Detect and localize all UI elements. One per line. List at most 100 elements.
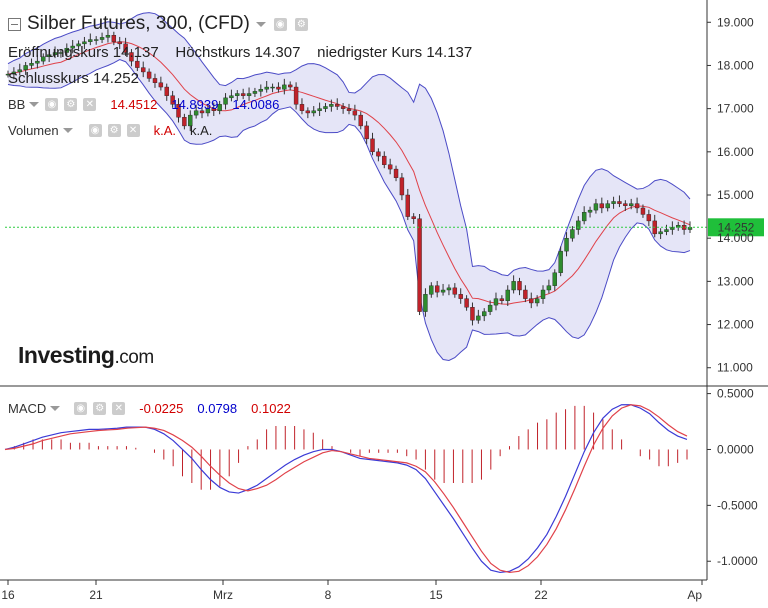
- candle-body: [529, 298, 534, 304]
- volume-value-2: k.A.: [190, 123, 213, 138]
- candle-body: [376, 151, 381, 157]
- candle-body: [17, 69, 22, 73]
- candle-body: [340, 106, 346, 109]
- candle-body: [534, 298, 540, 304]
- x-tick-label: 22: [534, 588, 548, 602]
- candle-body: [170, 95, 175, 105]
- gear-icon[interactable]: ⚙: [294, 17, 308, 31]
- candle-body: [352, 110, 358, 116]
- macd-dropdown-icon[interactable]: [50, 406, 61, 411]
- candle-body: [499, 298, 505, 301]
- volume-gear-icon[interactable]: ⚙: [107, 124, 121, 137]
- candle-body: [640, 207, 646, 215]
- bb-dropdown-icon[interactable]: [29, 102, 40, 107]
- candle-body: [570, 229, 575, 239]
- macd-y-tick-label: 0.0000: [717, 442, 754, 456]
- candle-body: [5, 73, 11, 76]
- chart-title-row: Silber Futures, 300, (CFD) ◉ ⚙: [8, 13, 308, 35]
- candle-body: [629, 203, 634, 206]
- logo-suffix: .com: [114, 347, 154, 368]
- candle-body: [476, 315, 481, 321]
- candle-body: [117, 41, 122, 45]
- macd-gear-icon[interactable]: ⚙: [93, 402, 107, 415]
- candle-body: [358, 114, 363, 127]
- candle-body: [82, 41, 87, 45]
- bb-close-icon[interactable]: ✕: [83, 98, 97, 111]
- candle-body: [346, 108, 352, 111]
- candle-body: [105, 35, 111, 38]
- candle-body: [158, 82, 164, 88]
- candle-body: [235, 93, 240, 96]
- high-value: 14.307: [254, 44, 301, 61]
- candle-body: [152, 78, 158, 83]
- candle-body: [399, 177, 405, 196]
- candle-body: [93, 39, 99, 41]
- x-tick-label: Ap: [687, 588, 702, 602]
- bb-value-1: 14.4512: [110, 97, 158, 112]
- volume-value: k.A.: [153, 123, 176, 138]
- candle-body: [523, 289, 528, 299]
- bollinger-upper-line: [7, 12, 691, 277]
- price-y-tick-label: 11.000: [717, 361, 753, 375]
- candle-body: [546, 285, 552, 291]
- candle-body: [611, 201, 616, 204]
- candle-body: [217, 104, 222, 111]
- bollinger-lower-line: [7, 58, 691, 362]
- x-tick-label: 21: [89, 588, 103, 602]
- candle-body: [123, 43, 128, 53]
- candle-body: [511, 281, 516, 291]
- visibility-icon[interactable]: ◉: [273, 17, 287, 31]
- x-tick-label: 15: [429, 588, 443, 602]
- candle-body: [23, 65, 28, 70]
- candle-body: [205, 108, 211, 114]
- candle-body: [76, 43, 81, 47]
- ohlc-row-1: Eröffnungskurs 14.137 Höchstkurs 14.307 …: [8, 44, 472, 61]
- macd-visibility-icon[interactable]: ◉: [74, 402, 88, 415]
- macd-y-tick-label: -1.0000: [717, 554, 758, 568]
- open-label: Eröffnungskurs: [8, 44, 109, 61]
- price-y-tick-label: 12.000: [717, 318, 754, 332]
- volume-close-icon[interactable]: ✕: [126, 124, 140, 137]
- candle-body: [446, 287, 452, 291]
- candle-body: [417, 218, 422, 312]
- candle-body: [634, 203, 640, 209]
- candle-body: [458, 294, 463, 299]
- bb-gear-icon[interactable]: ⚙: [64, 98, 78, 111]
- collapse-icon[interactable]: [8, 17, 21, 31]
- candle-body: [564, 237, 569, 252]
- candle-body: [670, 227, 675, 230]
- candle-body: [211, 108, 216, 111]
- macd-close-icon[interactable]: ✕: [112, 402, 126, 415]
- candle-body: [470, 307, 475, 321]
- candle-body: [593, 203, 599, 211]
- volume-dropdown-icon[interactable]: [62, 128, 73, 133]
- volume-visibility-icon[interactable]: ◉: [88, 124, 102, 137]
- macd-value-1: -0.0225: [139, 401, 184, 416]
- candle-body: [288, 84, 293, 88]
- title-dropdown-icon[interactable]: [255, 21, 266, 27]
- candle-body: [164, 86, 169, 96]
- candle-body: [540, 289, 546, 299]
- price-y-tick-label: 13.000: [717, 274, 754, 288]
- x-tick-label: 8: [325, 588, 332, 602]
- candle-body: [293, 86, 299, 105]
- candle-body: [387, 164, 393, 170]
- candle-body: [35, 60, 40, 64]
- candle-body: [335, 104, 340, 107]
- candle-body: [46, 54, 52, 58]
- candle-body: [129, 52, 134, 62]
- price-y-tick-label: 16.000: [717, 145, 754, 159]
- macd-row: MACD ◉ ⚙ ✕ -0.0225 0.0798 0.1022: [8, 401, 291, 416]
- candle-body: [64, 47, 69, 53]
- bb-visibility-icon[interactable]: ◉: [45, 98, 59, 111]
- logo-main: Investing: [18, 342, 115, 368]
- candle-body: [623, 203, 628, 206]
- candle-body: [270, 86, 275, 89]
- low-value: 14.137: [426, 44, 473, 61]
- chart-title: Silber Futures, 300, (CFD): [27, 13, 250, 34]
- candle-body: [440, 289, 446, 293]
- candle-body: [252, 91, 258, 94]
- candle-body: [505, 289, 510, 301]
- candle-body: [29, 63, 34, 66]
